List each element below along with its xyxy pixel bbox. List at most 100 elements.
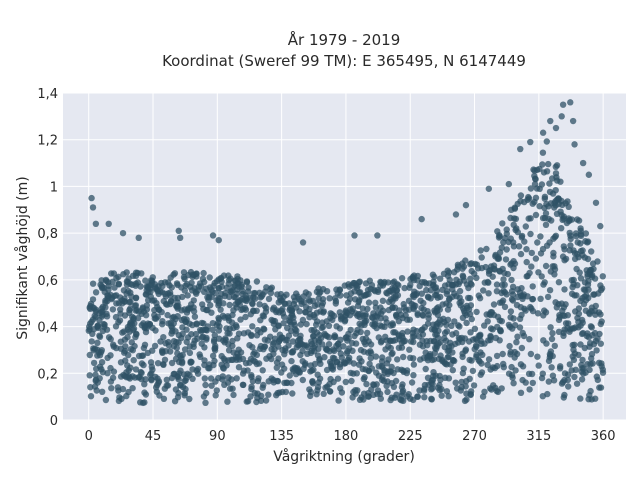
data-point: [163, 301, 171, 308]
data-point: [442, 337, 450, 344]
data-point: [519, 329, 526, 337]
data-point: [86, 351, 94, 359]
data-point: [335, 397, 342, 404]
data-point: [241, 304, 249, 312]
data-point: [108, 385, 115, 392]
data-point: [467, 329, 474, 336]
data-point: [109, 306, 117, 313]
data-point: [568, 290, 576, 297]
data-point: [121, 298, 128, 305]
data-point: [320, 286, 327, 293]
data-point: [274, 378, 282, 385]
data-point: [287, 314, 294, 321]
data-point: [574, 282, 581, 289]
data-point: [423, 286, 430, 294]
data-point: [569, 117, 577, 125]
data-point: [460, 365, 467, 372]
data-point: [113, 344, 120, 352]
data-point: [254, 390, 261, 397]
data-point: [240, 367, 248, 374]
data-point: [121, 347, 129, 355]
data-point: [570, 346, 577, 353]
x-tick-labels: 0 45 90 135 180 225 270 315 360: [85, 429, 616, 444]
data-point: [428, 379, 435, 387]
data-point: [539, 161, 546, 168]
data-point: [316, 290, 323, 297]
data-point: [519, 376, 526, 384]
data-point: [463, 396, 470, 403]
data-point: [547, 117, 554, 125]
data-point: [522, 307, 529, 314]
data-point: [101, 321, 108, 328]
data-point: [392, 292, 399, 300]
data-point: [249, 344, 256, 351]
data-point: [542, 210, 550, 217]
data-point: [588, 273, 596, 281]
data-point: [398, 275, 406, 282]
data-point: [444, 347, 451, 355]
data-point: [285, 342, 292, 349]
data-point: [393, 312, 400, 319]
data-point: [203, 389, 210, 397]
data-point: [546, 350, 554, 358]
data-point: [334, 375, 342, 382]
data-point: [558, 380, 566, 387]
data-point: [556, 312, 563, 319]
data-point: [497, 326, 504, 333]
data-point: [359, 305, 366, 312]
data-point: [183, 338, 190, 346]
data-point: [586, 366, 593, 374]
data-point: [235, 346, 242, 353]
data-point: [149, 366, 156, 373]
data-point: [87, 300, 95, 307]
data-point: [143, 287, 150, 294]
data-point: [197, 353, 204, 361]
data-point: [446, 276, 453, 284]
data-point: [255, 360, 263, 367]
data-point: [471, 260, 479, 268]
data-point: [323, 318, 330, 325]
data-point: [200, 305, 207, 312]
data-point: [561, 286, 568, 293]
data-point: [553, 162, 561, 169]
data-point: [565, 320, 572, 327]
data-point: [261, 326, 268, 333]
data-point: [510, 243, 518, 250]
data-point: [152, 384, 160, 391]
data-point: [444, 354, 451, 361]
data-point: [291, 364, 298, 371]
data-point: [282, 337, 289, 344]
data-point: [253, 332, 261, 339]
data-point: [465, 294, 472, 302]
data-point: [548, 364, 555, 371]
data-point: [421, 394, 428, 401]
data-point: [154, 360, 162, 367]
data-point: [130, 357, 137, 364]
data-point: [182, 282, 189, 289]
data-point: [303, 304, 310, 311]
data-point: [365, 338, 372, 345]
data-point: [174, 373, 181, 381]
data-point: [549, 330, 556, 337]
data-point: [577, 341, 584, 348]
data-point: [386, 337, 394, 344]
data-point: [184, 306, 192, 313]
data-point: [309, 378, 316, 385]
data-point: [469, 336, 477, 343]
data-point: [583, 292, 590, 299]
data-point: [575, 217, 583, 224]
data-point: [404, 328, 411, 335]
data-point: [160, 395, 168, 402]
data-point: [323, 366, 331, 374]
data-point: [186, 395, 193, 403]
y-axis-label: Signifikant våghöjd (m): [14, 176, 31, 339]
data-point: [135, 308, 142, 315]
data-point: [506, 342, 513, 350]
data-point: [577, 240, 584, 247]
data-point: [570, 356, 578, 364]
x-tick-label: 135: [269, 429, 294, 444]
data-point: [141, 389, 148, 396]
data-point: [419, 312, 427, 319]
data-point: [259, 367, 266, 374]
data-point: [567, 232, 574, 239]
